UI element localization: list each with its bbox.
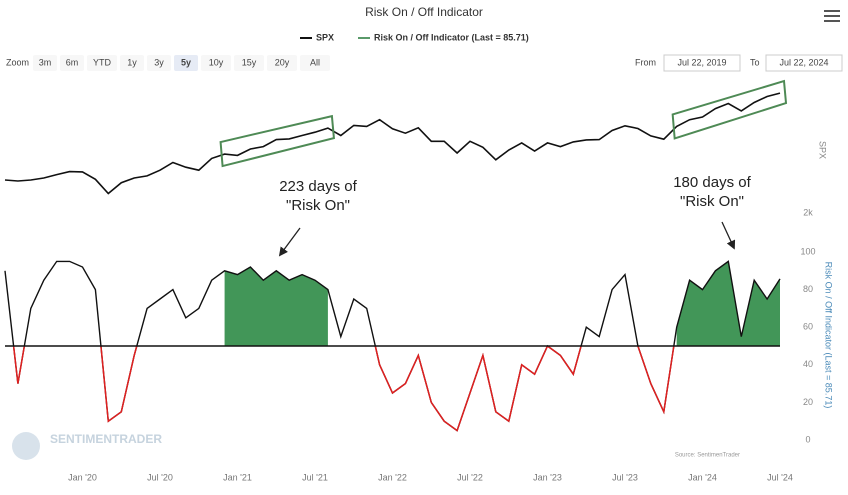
watermark-logo (12, 432, 40, 460)
legend-label: SPX (316, 32, 334, 42)
y-tick-label: 80 (803, 284, 813, 294)
risk-on-area (676, 261, 780, 346)
x-tick-label: Jan '24 (688, 472, 717, 482)
source: Source: SentimenTrader (675, 453, 740, 459)
y-tick-label: 100 (800, 246, 815, 256)
highlight-box (219, 114, 335, 168)
spx-line (4, 92, 781, 195)
zoom-label: Zoom (6, 57, 29, 67)
annotation-arrow (278, 227, 301, 257)
to-label: To (750, 57, 760, 67)
zoom-button-label[interactable]: YTD (93, 57, 112, 67)
watermark: SENTIMENTRADER (50, 432, 162, 446)
annotation: "Risk On" (286, 197, 350, 214)
annotation: 223 days of (279, 178, 357, 195)
x-tick-label: Jul '21 (302, 472, 328, 482)
y-axis-title: Risk On / Off Indicator (Last = 85.71) (824, 262, 834, 409)
to-value[interactable]: Jul 22, 2024 (779, 57, 828, 67)
x-tick-label: Jul '22 (457, 472, 483, 482)
zoom-button-label[interactable]: 15y (242, 57, 257, 67)
zoom-button[interactable] (267, 55, 297, 71)
y-axis-title: SPX (818, 141, 828, 159)
zoom-button[interactable] (33, 55, 57, 71)
from-label: From (635, 57, 656, 67)
zoom-button[interactable] (87, 55, 117, 71)
highlight-box (671, 79, 788, 140)
x-tick-label: Jul '24 (767, 472, 793, 482)
zoom-button[interactable] (234, 55, 264, 71)
annotation: 180 days of (673, 174, 751, 191)
risk-line-below (12, 346, 675, 432)
zoom-button[interactable] (120, 55, 144, 71)
zoom-button-label[interactable]: 3m (39, 57, 52, 67)
zoom-button-label[interactable]: 5y (181, 57, 191, 67)
chart-title: Risk On / Off Indicator (365, 5, 483, 19)
zoom-button[interactable] (147, 55, 171, 71)
x-tick-label: Jan '20 (68, 472, 97, 482)
x-tick-label: Jul '23 (612, 472, 638, 482)
annotation: "Risk On" (680, 193, 744, 210)
zoom-button[interactable] (201, 55, 231, 71)
zoom-button-label[interactable]: 10y (209, 57, 224, 67)
zoom-button-label[interactable]: 3y (154, 57, 164, 67)
zoom-button-label[interactable]: 20y (275, 57, 290, 67)
y-tick-label: 60 (803, 322, 813, 332)
zoom-button[interactable] (174, 55, 198, 71)
zoom-button-label[interactable]: 6m (66, 57, 79, 67)
zoom-button[interactable] (60, 55, 84, 71)
risk-on-area (224, 267, 328, 346)
x-tick-label: Jan '23 (533, 472, 562, 482)
x-tick-label: Jan '22 (378, 472, 407, 482)
from-input[interactable] (663, 54, 741, 72)
x-tick-label: Jan '21 (223, 472, 252, 482)
from-value[interactable]: Jul 22, 2019 (677, 57, 726, 67)
x-tick-label: Jul '20 (147, 472, 173, 482)
legend-label: Risk On / Off Indicator (Last = 85.71) (374, 32, 529, 42)
zoom-button[interactable] (300, 55, 330, 71)
menu-button[interactable] (824, 10, 840, 22)
zoom-button-label[interactable]: All (310, 57, 320, 67)
annotation-arrow (721, 221, 736, 250)
to-input[interactable] (765, 54, 843, 72)
y-tick-label: 2k (803, 207, 813, 217)
y-tick-label: 0 (805, 434, 810, 444)
zoom-button-label[interactable]: 1y (127, 57, 137, 67)
y-tick-label: 20 (803, 397, 813, 407)
y-tick-label: 40 (803, 359, 813, 369)
